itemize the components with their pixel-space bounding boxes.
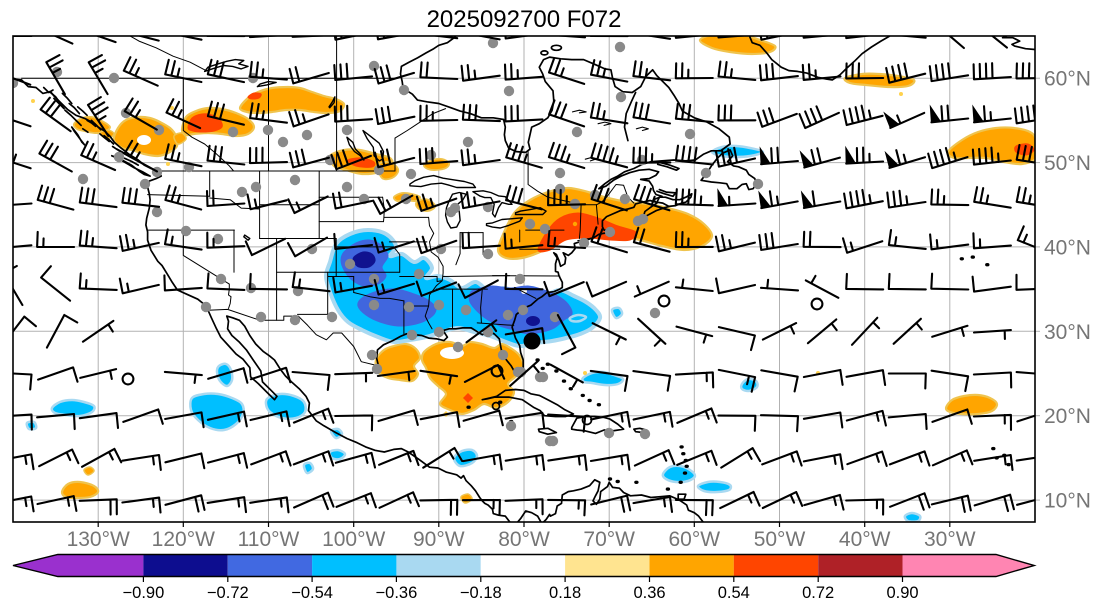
svg-text:50°N: 50°N — [1044, 152, 1091, 175]
svg-text:50°W: 50°W — [754, 528, 806, 551]
svg-text:0.72: 0.72 — [802, 584, 834, 602]
svg-text:100°W: 100°W — [322, 528, 385, 551]
svg-text:110°W: 110°W — [238, 528, 300, 551]
svg-text:30°N: 30°N — [1044, 321, 1091, 344]
svg-text:30°W: 30°W — [924, 528, 976, 551]
svg-text:90°W: 90°W — [413, 528, 465, 551]
svg-text:10°N: 10°N — [1044, 490, 1091, 513]
svg-text:−0.18: −0.18 — [460, 584, 502, 602]
svg-text:−0.90: −0.90 — [123, 584, 165, 602]
svg-text:0.36: 0.36 — [633, 584, 665, 602]
svg-text:−0.72: −0.72 — [207, 584, 249, 602]
svg-text:0.90: 0.90 — [886, 584, 918, 602]
svg-text:40°N: 40°N — [1044, 236, 1091, 259]
svg-text:60°N: 60°N — [1044, 68, 1091, 91]
svg-text:−0.54: −0.54 — [291, 584, 333, 602]
svg-text:0.18: 0.18 — [549, 584, 581, 602]
svg-text:0.54: 0.54 — [718, 584, 750, 602]
svg-text:2025092700 F072: 2025092700 F072 — [427, 6, 622, 33]
svg-text:120°W: 120°W — [152, 528, 215, 551]
svg-text:130°W: 130°W — [67, 528, 130, 551]
svg-text:60°W: 60°W — [669, 528, 721, 551]
svg-text:70°W: 70°W — [583, 528, 635, 551]
svg-text:20°N: 20°N — [1044, 405, 1091, 428]
svg-text:80°W: 80°W — [498, 528, 550, 551]
svg-text:40°W: 40°W — [839, 528, 891, 551]
svg-text:−0.36: −0.36 — [376, 584, 418, 602]
